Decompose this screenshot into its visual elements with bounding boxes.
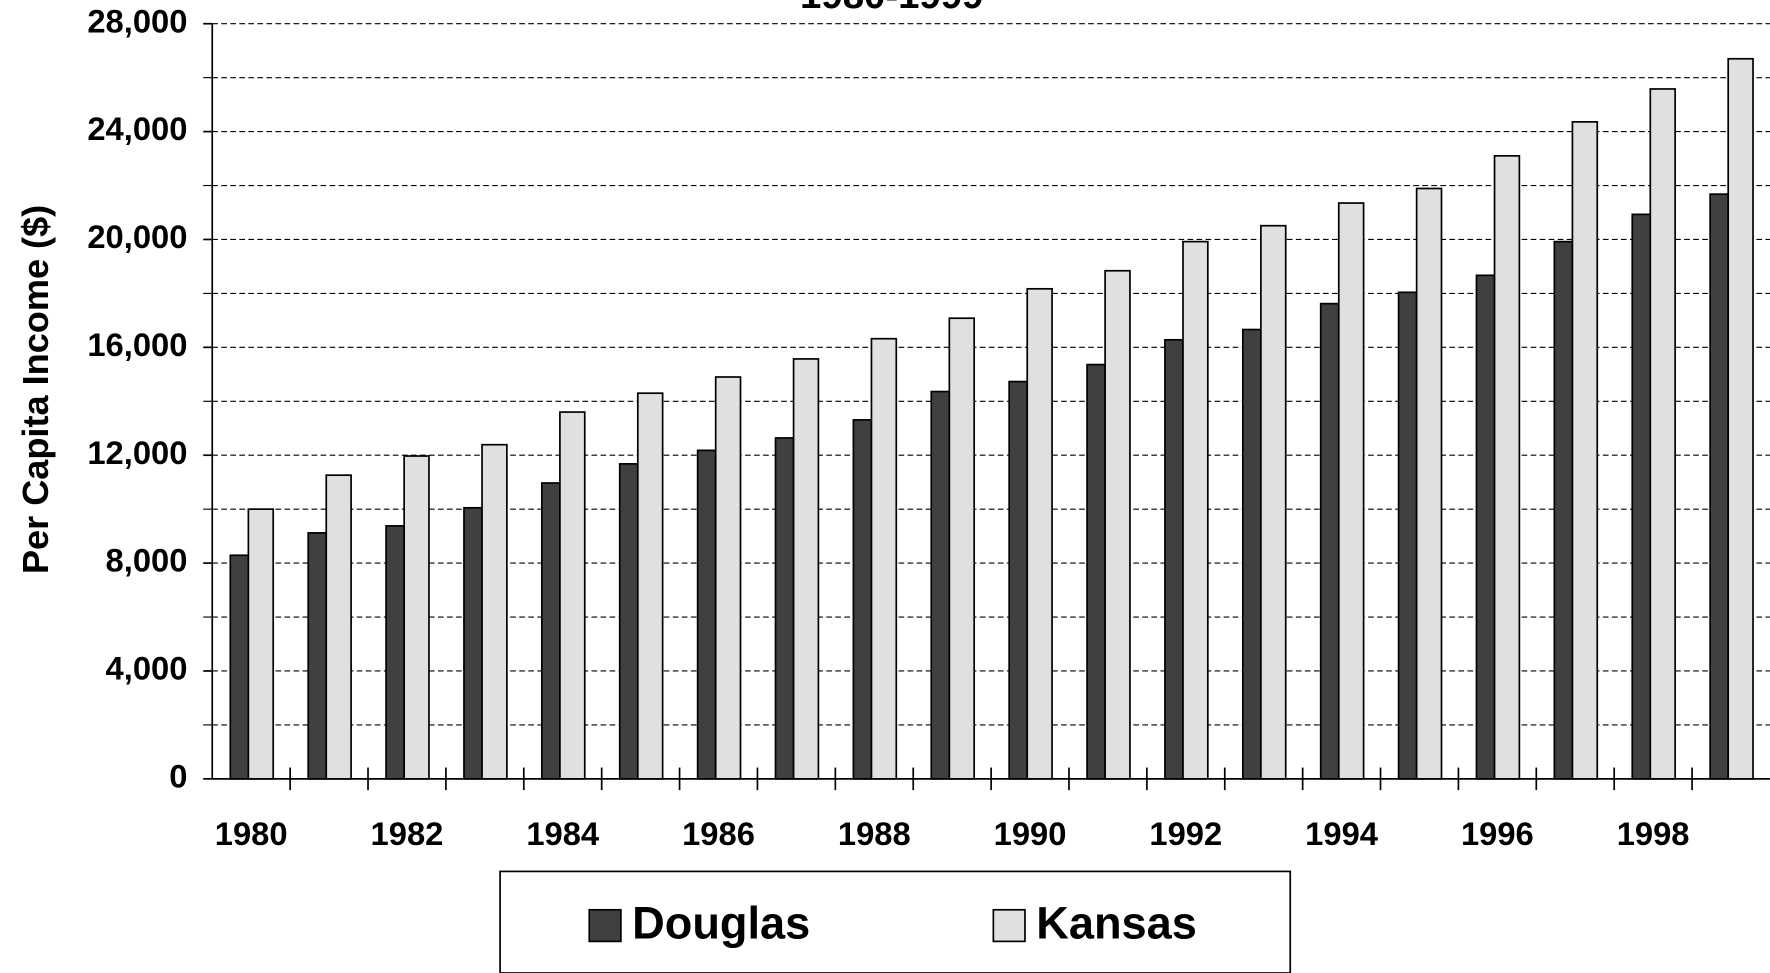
bar — [1319, 302, 1340, 780]
legend-label: Douglas — [632, 898, 810, 949]
bar — [1104, 269, 1131, 780]
x-tick-label: 1982 — [371, 815, 444, 852]
bar — [403, 455, 430, 780]
bar — [1727, 57, 1754, 780]
bar — [1164, 338, 1184, 780]
bar — [481, 443, 508, 780]
y-tick-label: 20,000 — [87, 218, 187, 255]
bar — [559, 411, 586, 780]
bar — [1475, 274, 1496, 780]
bar — [1182, 240, 1209, 780]
bar — [696, 449, 717, 780]
legend-box — [499, 870, 1292, 973]
bar — [618, 463, 639, 780]
bar — [792, 358, 820, 780]
x-tick-label: 1988 — [838, 815, 911, 852]
bar — [1493, 155, 1521, 780]
bar — [1415, 187, 1443, 780]
x-tick-label: 1984 — [526, 815, 600, 852]
y-tick-label: 12,000 — [87, 434, 187, 471]
y-tick-label: 4,000 — [106, 650, 188, 687]
x-tick-label: 1980 — [215, 815, 288, 852]
legend-label: Kansas — [1036, 898, 1197, 949]
bar — [541, 482, 561, 780]
y-tick-label: 24,000 — [87, 110, 187, 147]
bar — [930, 390, 951, 780]
bar — [325, 474, 352, 780]
bar — [1571, 121, 1599, 780]
bar — [1553, 240, 1574, 780]
bar — [1631, 213, 1652, 780]
y-axis-label: Per Capita Income ($) — [15, 205, 56, 574]
bar — [247, 508, 275, 780]
bar — [1026, 287, 1053, 780]
x-tick-label: 1996 — [1461, 815, 1534, 852]
bar — [307, 532, 328, 780]
bar — [385, 525, 405, 780]
x-tick-label: 1992 — [1149, 815, 1222, 852]
y-tick-label: 8,000 — [106, 542, 188, 579]
bar — [774, 437, 795, 780]
x-tick-label: 1994 — [1305, 815, 1379, 852]
bar — [1337, 202, 1365, 780]
y-tick-label: 16,000 — [87, 326, 187, 363]
x-tick-label: 1986 — [682, 815, 755, 852]
bar — [1008, 380, 1029, 780]
bar — [1086, 363, 1106, 780]
bar — [870, 337, 898, 780]
y-tick-label: 28,000 — [87, 2, 187, 39]
bar — [1241, 328, 1262, 780]
bar — [229, 554, 250, 780]
bar — [463, 506, 483, 780]
legend-swatch — [992, 908, 1026, 943]
x-tick-label: 1990 — [994, 815, 1067, 852]
legend-swatch — [588, 908, 622, 943]
y-tick-label: 0 — [169, 757, 187, 794]
bar — [1709, 193, 1730, 780]
bar — [948, 317, 976, 780]
bar — [1649, 88, 1676, 780]
chart-title: 1980-1999 — [800, 0, 983, 17]
bar — [1260, 224, 1287, 780]
bar — [852, 419, 873, 780]
bar — [1397, 291, 1418, 780]
bar — [714, 376, 742, 780]
x-tick-label: 1998 — [1617, 815, 1690, 852]
bar — [636, 392, 664, 780]
